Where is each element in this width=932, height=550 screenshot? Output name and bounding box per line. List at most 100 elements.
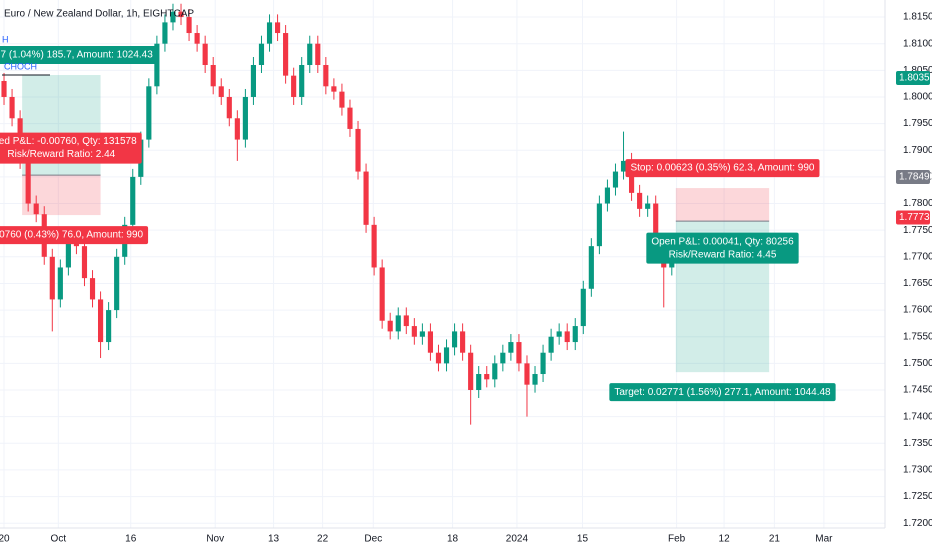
x-tick-label: 12 — [719, 534, 731, 545]
candle-body — [476, 374, 482, 391]
candle-body — [484, 374, 490, 380]
target-label-text: 0.01857 (1.04%) 185.7, Amount: 1024.43 — [0, 50, 153, 61]
x-tick-label: 21 — [769, 534, 781, 545]
y-tick-label: 1.80000 — [903, 92, 932, 103]
y-tick-label: 1.75500 — [903, 331, 932, 342]
candle-body — [194, 33, 200, 44]
pnl-label-text: losed P&L: -0.00760, Qty: 131578 — [0, 136, 137, 147]
y-tick-label: 1.79000 — [903, 145, 932, 156]
candle-body — [500, 352, 506, 364]
candle-body — [250, 65, 257, 97]
candle-body — [210, 65, 216, 87]
candle-body — [371, 224, 377, 268]
candle-body — [178, 11, 184, 18]
candle-body — [307, 43, 313, 66]
pnl-label-bg — [0, 132, 142, 164]
candle-body — [130, 176, 136, 225]
candle-body — [516, 342, 522, 364]
candle-body — [65, 235, 71, 268]
axes: 1.72000 1.72500 1.73000 1.73500 1.74000 1.745… — [0, 12, 932, 545]
candle-body — [596, 203, 602, 247]
candle-body — [620, 160, 627, 172]
y-tick-label: 1.76500 — [903, 278, 932, 289]
y-tick-label: 1.78000 — [903, 198, 932, 209]
candle-body — [524, 363, 530, 385]
candle-body — [170, 11, 176, 23]
target-label: Target: 0.02771 (1.56%) 277.1, Amount: 1… — [609, 383, 836, 402]
x-tick-label: Mar — [815, 534, 833, 545]
candle-body — [645, 203, 651, 209]
candle-body — [419, 331, 425, 337]
structure-label: CHOCH — [4, 61, 37, 71]
candle-body — [443, 347, 450, 364]
stop-label-bg — [625, 159, 820, 178]
target-label-bg — [0, 46, 158, 65]
y-tick-label: 1.72500 — [903, 491, 932, 502]
y-tick-label: 1.80500 — [903, 65, 932, 76]
candle-body — [258, 43, 265, 66]
pnl-label: losed P&L: -0.00760, Qty: 131578 Risk/Rew… — [0, 132, 142, 164]
candle-body — [588, 246, 594, 289]
target-label: 0.01857 (1.04%) 185.7, Amount: 1024.43 — [0, 46, 158, 65]
price-label: 1.80355 — [899, 73, 932, 84]
candle-body — [106, 310, 112, 343]
x-tick-label: Dec — [364, 534, 382, 545]
x-tick-label: 2024 — [506, 534, 529, 545]
candle-body — [468, 352, 474, 391]
candle-body — [363, 171, 369, 225]
chart-title: Euro / New Zealand Dollar, 1h, EIGHTCAP — [4, 9, 194, 20]
stop-label: : 0.00760 (0.43%) 76.0, Amount: 990 — [0, 226, 149, 245]
y-tick-label: 1.81000 — [903, 38, 932, 49]
candle-body — [49, 256, 55, 300]
candle-body — [291, 75, 297, 97]
candle-body — [435, 352, 442, 364]
y-tick-label: 1.74000 — [903, 411, 932, 422]
structure-label: H — [2, 34, 9, 44]
candle-body — [274, 22, 281, 34]
x-tick-label: 18 — [447, 534, 459, 545]
candle-body — [612, 171, 619, 188]
candle-body — [202, 43, 208, 66]
candle-body — [25, 160, 31, 204]
candle-body — [492, 363, 498, 380]
candle-body — [427, 331, 434, 353]
candle-body — [355, 128, 361, 172]
candle-body — [403, 315, 409, 327]
y-tick-label: 1.72000 — [903, 518, 932, 529]
candle-body — [218, 86, 224, 97]
candle-body — [508, 342, 514, 353]
price-label-bg — [896, 169, 930, 184]
candle-body — [347, 107, 353, 129]
candle-body — [266, 22, 273, 44]
price-label: 1.78498 — [899, 172, 932, 183]
y-tick-label: 1.77500 — [903, 225, 932, 236]
candle-body — [81, 246, 88, 279]
y-tick-label: 1.73500 — [903, 438, 932, 449]
target-label-bg — [609, 383, 836, 402]
x-tick-label: Feb — [668, 534, 686, 545]
x-tick-label: 15 — [577, 534, 589, 545]
candle-body — [395, 315, 401, 332]
candle-body — [411, 326, 417, 337]
candle-body — [604, 187, 611, 204]
candle-body — [460, 331, 466, 353]
candle-body — [564, 331, 570, 343]
candle-body — [242, 96, 248, 140]
stop-label-text: Stop: 0.00623 (0.35%) 62.3, Amount: 990 — [630, 163, 814, 174]
candle-body — [89, 278, 96, 300]
candle-body — [379, 267, 385, 321]
candle-body — [540, 352, 546, 375]
stop-label: Stop: 0.00623 (0.35%) 62.3, Amount: 990 — [625, 159, 820, 178]
pnl-label-bg — [646, 232, 799, 264]
price-label: 1.77738 — [899, 212, 932, 223]
candle-body — [186, 17, 192, 34]
candle-body — [33, 203, 39, 215]
target-label-text: Target: 0.02771 (1.56%) 277.1, Amount: 1… — [614, 387, 831, 398]
y-tick-label: 1.81500 — [903, 12, 932, 23]
candle-body — [154, 43, 160, 87]
y-tick-label: 1.75000 — [903, 358, 932, 369]
x-tick-label: 22 — [317, 534, 329, 545]
candle-body — [580, 288, 586, 327]
